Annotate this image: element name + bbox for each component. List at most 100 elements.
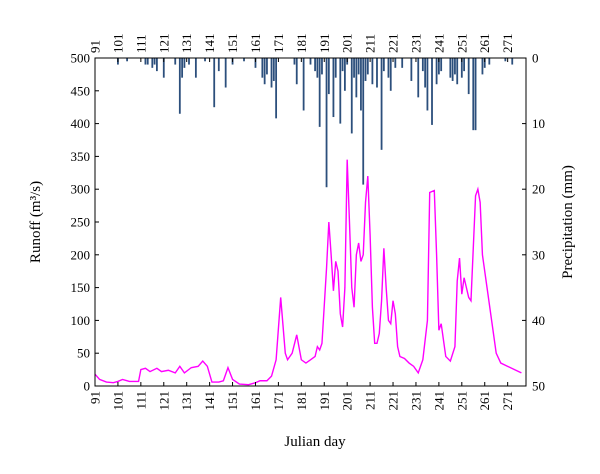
- precip-bar: [511, 58, 514, 65]
- precip-bar: [295, 58, 298, 85]
- precip-bar: [217, 58, 220, 72]
- x-top-tick-label: 251: [454, 34, 469, 54]
- y-tick-label: 350: [71, 149, 91, 164]
- precip-bar: [341, 58, 344, 72]
- precip-bar: [321, 58, 323, 75]
- x-tick-label: 111: [133, 391, 148, 410]
- precip-bar: [394, 58, 397, 68]
- y-tick-label: 400: [71, 116, 91, 131]
- y-tick-label: 150: [71, 280, 91, 295]
- precip-bar: [339, 58, 342, 124]
- precip-bar: [387, 58, 390, 78]
- precip-bar: [417, 58, 420, 98]
- precip-bar: [364, 58, 367, 81]
- precip-bar: [463, 58, 466, 72]
- precip-bar: [440, 58, 443, 72]
- y2-tick-label: 20: [532, 182, 545, 197]
- x-top-tick-label: 181: [294, 34, 309, 54]
- y2-tick-label: 0: [532, 51, 539, 66]
- x-tick-label: 231: [408, 391, 423, 411]
- y-tick-label: 50: [77, 346, 90, 361]
- precip-bar: [426, 58, 429, 111]
- x-top-tick-label: 201: [340, 34, 355, 54]
- precip-bar: [343, 58, 346, 91]
- precip-bar: [380, 58, 383, 150]
- x-top-tick-label: 101: [110, 34, 125, 54]
- x-top-tick-label: 261: [477, 34, 492, 54]
- precip-bar: [174, 58, 177, 65]
- x-tick-label: 171: [271, 391, 286, 411]
- precip-bar: [151, 58, 154, 68]
- y2-tick-label: 40: [532, 313, 545, 328]
- y2-tick-label: 10: [532, 116, 545, 131]
- y-tick-label: 0: [84, 379, 91, 394]
- precip-bar: [178, 58, 181, 114]
- x-tick-label: 101: [110, 391, 125, 411]
- precip-bar: [261, 58, 264, 78]
- x-top-tick-label: 271: [500, 34, 515, 54]
- precip-bar: [204, 58, 206, 62]
- x-tick-label: 181: [294, 391, 309, 411]
- x-tick-label: 201: [340, 391, 355, 411]
- precip-bar: [275, 58, 278, 119]
- precip-bar: [472, 58, 475, 131]
- precip-bar: [332, 58, 335, 118]
- precip-bar: [293, 58, 296, 65]
- precip-bar: [181, 58, 184, 78]
- precip-bar: [162, 58, 165, 78]
- precip-bar: [467, 58, 470, 95]
- y-axis-label: Runoff (m³/s): [28, 181, 44, 263]
- y-tick-label: 200: [71, 247, 91, 262]
- precip-bar: [353, 58, 355, 78]
- runoff-line: [94, 159, 522, 386]
- precip-bar: [188, 58, 190, 65]
- precip-bar: [224, 58, 227, 88]
- x-tick-label: 261: [477, 391, 492, 411]
- precip-bar: [389, 58, 392, 91]
- precip-bar: [357, 58, 360, 75]
- y-tick-label: 100: [71, 313, 91, 328]
- x-top-tick-label: 161: [248, 34, 263, 54]
- precip-bar: [410, 58, 413, 81]
- x-tick-label: 121: [156, 391, 171, 411]
- precip-bar: [488, 58, 491, 65]
- x-top-tick-label: 151: [225, 34, 240, 54]
- precip-bar: [371, 58, 374, 85]
- precip-bar: [376, 58, 378, 88]
- precip-bar: [424, 58, 427, 88]
- precip-bar: [454, 58, 456, 75]
- precip-bar: [144, 58, 147, 65]
- precip-bar: [243, 58, 245, 62]
- precip-bar: [456, 58, 459, 85]
- precip-bar: [366, 58, 369, 75]
- precip-bar: [355, 58, 358, 98]
- x-tick-label: 251: [454, 391, 469, 411]
- precip-bar: [334, 58, 337, 78]
- precip-bar: [350, 58, 353, 134]
- x-tick-label: 151: [225, 391, 240, 411]
- precip-bar: [183, 58, 186, 68]
- precip-bar: [270, 58, 273, 88]
- plot-frame: [94, 57, 527, 387]
- x-top-tick-label: 131: [179, 34, 194, 54]
- precip-bar: [421, 58, 424, 72]
- precip-bar: [302, 58, 305, 111]
- precip-bar: [360, 58, 362, 111]
- precip-bar: [504, 58, 507, 62]
- x-tick-label: 241: [431, 391, 446, 411]
- precip-bar: [126, 58, 128, 62]
- precip-bar: [483, 58, 486, 68]
- precip-bar: [362, 58, 365, 185]
- precip-bar: [382, 58, 385, 72]
- precip-bar: [318, 58, 321, 127]
- x-tick-label: 271: [500, 391, 515, 411]
- x-tick-label: 161: [248, 391, 263, 411]
- x-tick-label: 221: [386, 391, 401, 411]
- x-tick-label: 131: [179, 391, 194, 411]
- precip-bar: [316, 58, 319, 78]
- precip-bar: [325, 58, 328, 188]
- precip-bar: [449, 58, 452, 78]
- precip-bar: [401, 58, 404, 68]
- y2-axis-label: Precipitation (mm): [560, 165, 576, 279]
